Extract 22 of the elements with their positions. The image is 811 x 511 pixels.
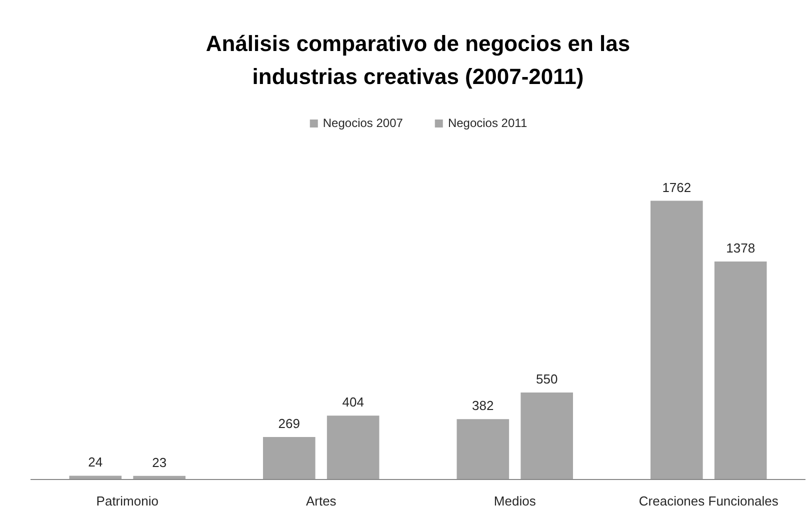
bar [326, 416, 380, 480]
bar [263, 436, 316, 480]
legend-label: Negocios 2007 [322, 116, 403, 130]
x-tick-label: Artes [306, 494, 337, 508]
legend-label: Negocios 2011 [448, 116, 528, 130]
data-label: 1762 [662, 180, 692, 195]
data-label: 404 [342, 394, 364, 410]
data-label: 550 [536, 372, 558, 387]
bar [714, 262, 767, 480]
x-tick-label: Patrimonio [96, 494, 158, 508]
data-label: 1378 [726, 240, 756, 256]
data-label: 24 [88, 454, 103, 470]
data-label: 269 [278, 416, 300, 431]
chart-title: Análisis comparativo de negocios en las industrias creativas (2007-2011) [206, 31, 630, 89]
x-tick-label: Creaciones Funcionales [638, 494, 779, 508]
bar [520, 392, 573, 480]
bar [650, 200, 703, 480]
bar [69, 476, 122, 480]
x-tick-label: Medios [494, 494, 536, 508]
data-label: 23 [152, 454, 167, 470]
bar [456, 419, 510, 480]
data-label: 382 [472, 398, 494, 414]
